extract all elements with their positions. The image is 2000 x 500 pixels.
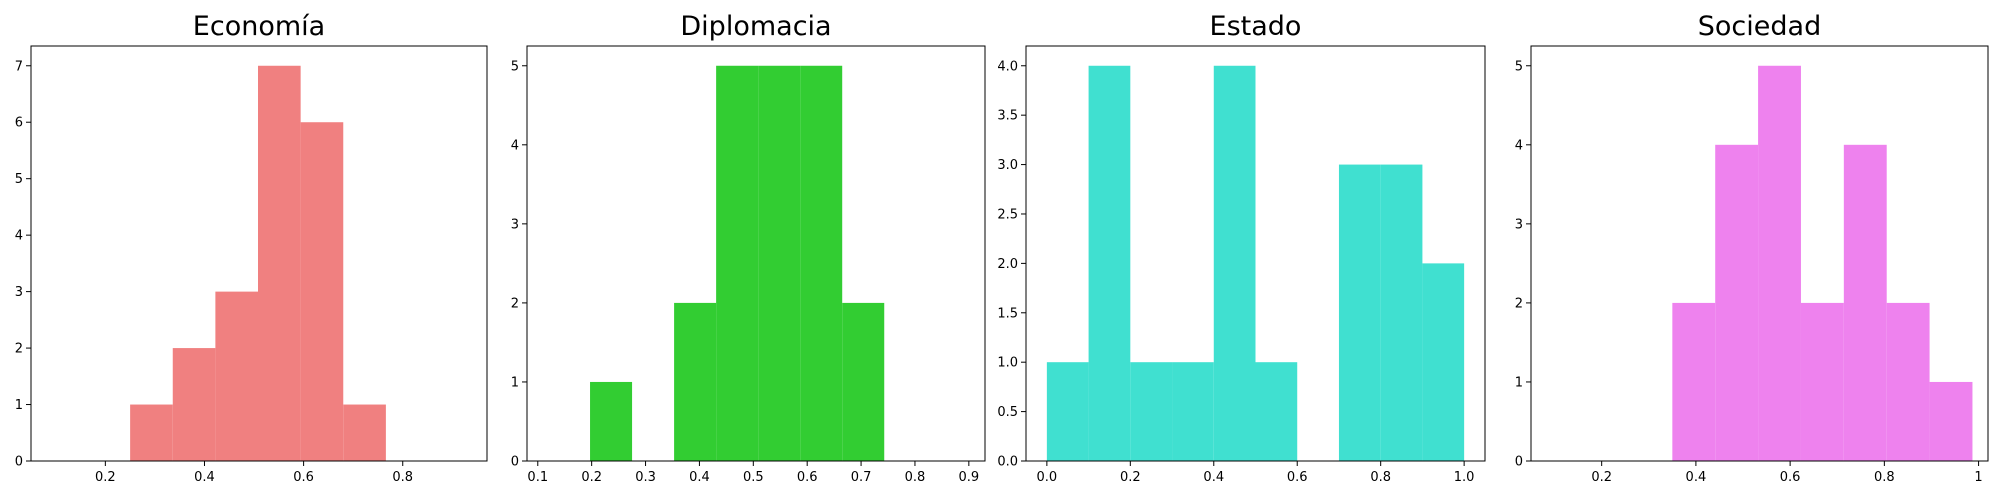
x-tick-label: 0.6: [797, 470, 818, 485]
y-tick-label: 1: [1515, 375, 1523, 390]
bar-diplomacia-5: [842, 302, 885, 461]
x-tick-label: 0.2: [1120, 470, 1141, 485]
x-tick-label: 0.0: [1037, 470, 1058, 485]
bar-estado-4: [1213, 65, 1256, 461]
bar-estado-8: [1422, 263, 1465, 461]
axes-frame: [30, 45, 488, 462]
bar-sociedad-2: [1758, 65, 1801, 461]
bar-estado-5: [1255, 362, 1298, 461]
bar-economia-2: [215, 291, 259, 461]
y-tick-label: 2.0: [997, 257, 1018, 272]
axes-frame: [1025, 45, 1486, 462]
y-tick-label: 0.0: [997, 455, 1018, 470]
bar-sociedad-3: [1800, 302, 1844, 461]
bar-estado-2: [1130, 362, 1173, 461]
bar-diplomacia-0: [590, 381, 633, 461]
bar-sociedad-1: [1715, 144, 1759, 462]
y-tick-label: 4: [15, 229, 23, 244]
x-tick-label: 0.4: [194, 470, 215, 485]
x-tick-label: 0.8: [1874, 470, 1895, 485]
x-tick-label: 0.6: [293, 470, 314, 485]
bar-sociedad-4: [1843, 144, 1887, 462]
bar-sociedad-0: [1672, 302, 1716, 461]
y-tick-label: 0: [511, 455, 519, 470]
x-tick-label: 0.9: [958, 470, 979, 485]
panel-title: Economía: [193, 11, 325, 42]
y-tick-label: 2: [511, 296, 519, 311]
panel-title: Sociedad: [1698, 11, 1821, 42]
bar-estado-7: [1380, 164, 1423, 462]
axes-frame: [1530, 45, 1989, 462]
x-tick-label: 0.2: [95, 470, 116, 485]
x-tick-label: 0.4: [1686, 470, 1707, 485]
x-tick-label: 0.7: [851, 470, 872, 485]
bar-estado-3: [1172, 362, 1214, 461]
bar-diplomacia-1: [674, 302, 717, 461]
y-tick-label: 3: [511, 217, 519, 232]
axes-frame: [526, 45, 986, 462]
x-tick-label: 0.3: [635, 470, 656, 485]
bar-estado-6: [1338, 164, 1381, 462]
bar-sociedad-6: [1929, 381, 1973, 461]
panel-title: Estado: [1210, 11, 1302, 42]
y-tick-label: 4: [1515, 138, 1523, 153]
bar-economia-3: [258, 65, 301, 461]
x-tick-label: 0.4: [689, 470, 710, 485]
x-tick-label: 0.6: [1780, 470, 1801, 485]
x-tick-label: 0.2: [1591, 470, 1612, 485]
y-tick-label: 5: [1515, 59, 1523, 74]
x-tick-label: 0.5: [743, 470, 764, 485]
y-tick-label: 3: [1515, 217, 1523, 232]
y-tick-label: 3: [15, 285, 23, 300]
y-tick-label: 2: [15, 342, 23, 357]
y-tick-label: 1: [511, 375, 519, 390]
bar-diplomacia-4: [800, 65, 843, 461]
x-tick-label: 0.8: [392, 470, 413, 485]
y-tick-label: 2: [1515, 296, 1523, 311]
bar-estado-1: [1088, 65, 1131, 461]
y-tick-label: 3.5: [997, 109, 1018, 124]
y-tick-label: 1.0: [997, 356, 1018, 371]
y-tick-label: 3.0: [997, 158, 1018, 173]
y-tick-label: 5: [511, 59, 519, 74]
x-tick-label: 0.4: [1203, 470, 1224, 485]
panel-estado: 0.0 0.2 0.4 0.6 0.8 1.0 0.0 0.5 1.0 1.5 2.0 2.5 3.0 3…: [997, 11, 1486, 485]
panel-diplomacia: 0.1 0.2 0.3 0.4 0.5 0.6 0.7 0.8 0.9 0 1 2 3 4 5 Diploma…: [511, 11, 986, 485]
y-tick-label: 0: [1515, 455, 1523, 470]
x-tick-label: 0.8: [905, 470, 926, 485]
bar-economia-1: [172, 348, 216, 461]
panel-sociedad: 0.2 0.4 0.6 0.8 1 0 1 2 3 4 5 Sociedad: [1515, 11, 1989, 485]
bar-diplomacia-2: [716, 65, 759, 461]
x-tick-label: 0.8: [1370, 470, 1391, 485]
y-tick-label: 0.5: [997, 405, 1018, 420]
bar-diplomacia-3: [758, 65, 801, 461]
y-tick-label: 7: [15, 59, 23, 74]
bar-economia-4: [300, 122, 344, 461]
bar-economia-0: [130, 404, 173, 461]
y-tick-label: 2.5: [997, 207, 1018, 222]
y-tick-label: 1.5: [997, 306, 1018, 321]
x-tick-label: 1: [1974, 470, 1982, 485]
x-tick-label: 0.1: [527, 470, 548, 485]
y-tick-label: 4: [511, 138, 519, 153]
bar-economia-5: [343, 404, 386, 461]
panel-title: Diplomacia: [680, 11, 831, 42]
y-tick-label: 6: [15, 116, 23, 131]
y-tick-label: 5: [15, 172, 23, 187]
y-tick-label: 0: [15, 455, 23, 470]
bar-estado-0: [1046, 362, 1089, 461]
x-tick-label: 0.6: [1287, 470, 1308, 485]
panel-economia: 0.2 0.4 0.6 0.8 0 1 2 3 4 5 6 7 Economía: [15, 11, 488, 485]
y-tick-label: 1: [15, 398, 23, 413]
y-tick-label: 4.0: [997, 59, 1018, 74]
bar-sociedad-5: [1886, 302, 1930, 461]
x-tick-label: 0.2: [581, 470, 602, 485]
x-tick-label: 1.0: [1454, 470, 1475, 485]
